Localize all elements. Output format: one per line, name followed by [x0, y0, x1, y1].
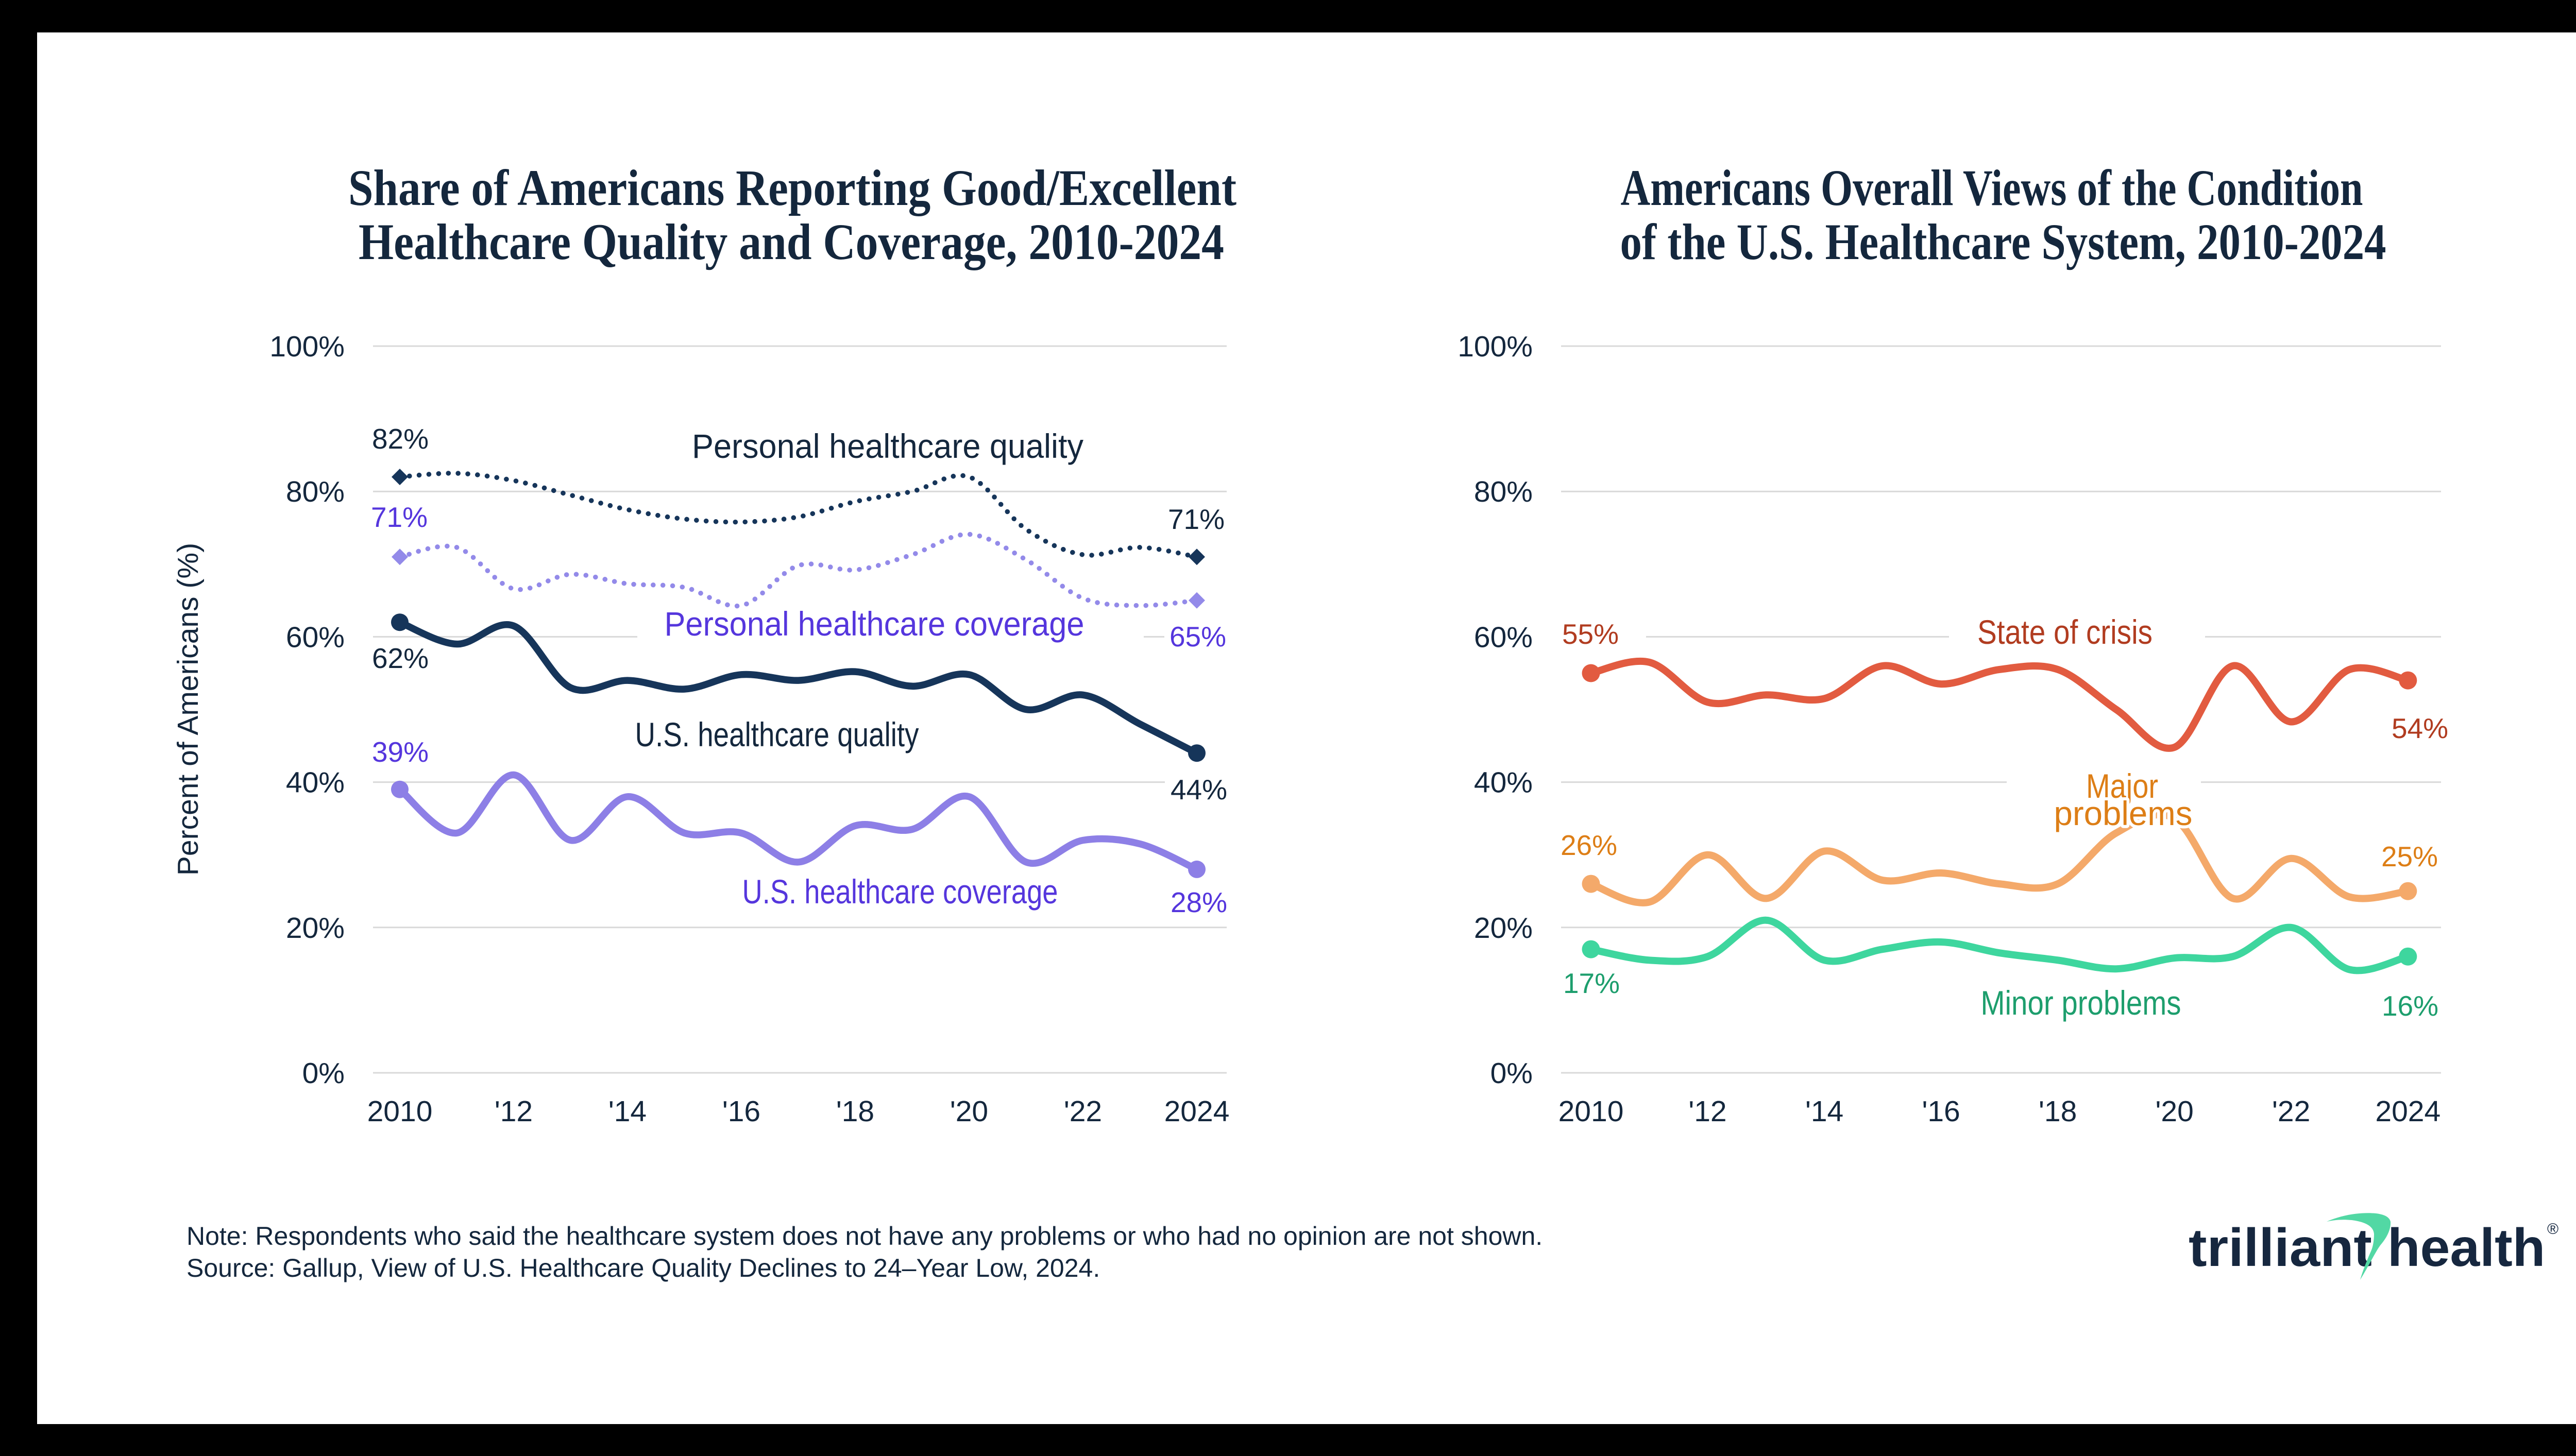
svg-text:20%: 20% — [286, 912, 345, 945]
svg-text:'14: '14 — [1805, 1095, 1843, 1128]
svg-text:100%: 100% — [1458, 330, 1533, 363]
svg-text:2010: 2010 — [367, 1095, 433, 1128]
svg-text:'18: '18 — [836, 1095, 874, 1128]
svg-text:2010: 2010 — [1558, 1095, 1624, 1128]
svg-text:'18: '18 — [2039, 1095, 2077, 1128]
svg-text:71%: 71% — [1168, 503, 1225, 535]
svg-text:71%: 71% — [371, 501, 428, 533]
svg-text:health: health — [2387, 1218, 2545, 1278]
svg-text:Minor problems: Minor problems — [1981, 984, 2181, 1022]
svg-text:25%: 25% — [2381, 841, 2438, 872]
svg-text:28%: 28% — [1171, 886, 1227, 918]
svg-text:'16: '16 — [722, 1095, 760, 1128]
svg-text:39%: 39% — [372, 736, 429, 768]
svg-text:U.S. healthcare quality: U.S. healthcare quality — [635, 715, 919, 753]
svg-text:0%: 0% — [302, 1057, 345, 1090]
svg-text:problems: problems — [2054, 794, 2193, 832]
svg-text:®: ® — [2547, 1221, 2558, 1238]
svg-text:54%: 54% — [2392, 712, 2448, 744]
svg-text:40%: 40% — [1474, 766, 1533, 799]
svg-text:60%: 60% — [1474, 621, 1533, 654]
svg-text:2024: 2024 — [1164, 1095, 1230, 1128]
svg-text:trilliant: trilliant — [2189, 1218, 2372, 1278]
svg-text:'12: '12 — [1688, 1095, 1726, 1128]
svg-text:0%: 0% — [1490, 1057, 1533, 1090]
svg-text:Personal healthcare quality: Personal healthcare quality — [692, 427, 1083, 465]
svg-text:'14: '14 — [608, 1095, 647, 1128]
svg-text:60%: 60% — [286, 621, 345, 654]
svg-text:17%: 17% — [1563, 967, 1620, 999]
svg-text:Personal healthcare coverage: Personal healthcare coverage — [665, 605, 1084, 643]
svg-text:Healthcare Quality and Coverag: Healthcare Quality and Coverage, 2010-20… — [359, 213, 1224, 270]
svg-text:'16: '16 — [1922, 1095, 1960, 1128]
svg-text:Share of Americans Reporting G: Share of Americans Reporting Good/Excell… — [348, 159, 1236, 216]
svg-text:'22: '22 — [1064, 1095, 1102, 1128]
svg-text:62%: 62% — [372, 642, 429, 674]
svg-text:26%: 26% — [1561, 829, 1617, 861]
svg-text:State of crisis: State of crisis — [1977, 613, 2153, 651]
svg-text:55%: 55% — [1562, 618, 1619, 650]
svg-text:44%: 44% — [1171, 774, 1227, 806]
svg-text:80%: 80% — [286, 475, 345, 508]
svg-text:U.S. healthcare coverage: U.S. healthcare coverage — [742, 872, 1058, 911]
svg-text:Note: Respondents who said the: Note: Respondents who said the healthcar… — [187, 1222, 1543, 1251]
svg-text:20%: 20% — [1474, 912, 1533, 945]
svg-text:Major: Major — [2086, 767, 2158, 805]
svg-text:2024: 2024 — [2375, 1095, 2441, 1128]
svg-text:Source: Gallup, View of U.S. H: Source: Gallup, View of U.S. Healthcare … — [187, 1254, 1100, 1282]
svg-text:'12: '12 — [495, 1095, 533, 1128]
svg-text:Percent of Americans (%): Percent of Americans (%) — [172, 543, 205, 876]
svg-text:'20: '20 — [2156, 1095, 2194, 1128]
svg-text:65%: 65% — [1170, 621, 1226, 653]
svg-text:16%: 16% — [2382, 990, 2438, 1022]
svg-text:Americans Overall Views of the: Americans Overall Views of the Condition — [1621, 159, 2363, 216]
svg-text:'20: '20 — [950, 1095, 988, 1128]
svg-text:82%: 82% — [372, 423, 429, 455]
svg-text:of the U.S. Healthcare System,: of the U.S. Healthcare System, 2010-2024 — [1620, 213, 2386, 270]
svg-text:80%: 80% — [1474, 475, 1533, 508]
svg-text:'22: '22 — [2272, 1095, 2310, 1128]
svg-text:40%: 40% — [286, 766, 345, 799]
svg-text:100%: 100% — [269, 330, 345, 363]
